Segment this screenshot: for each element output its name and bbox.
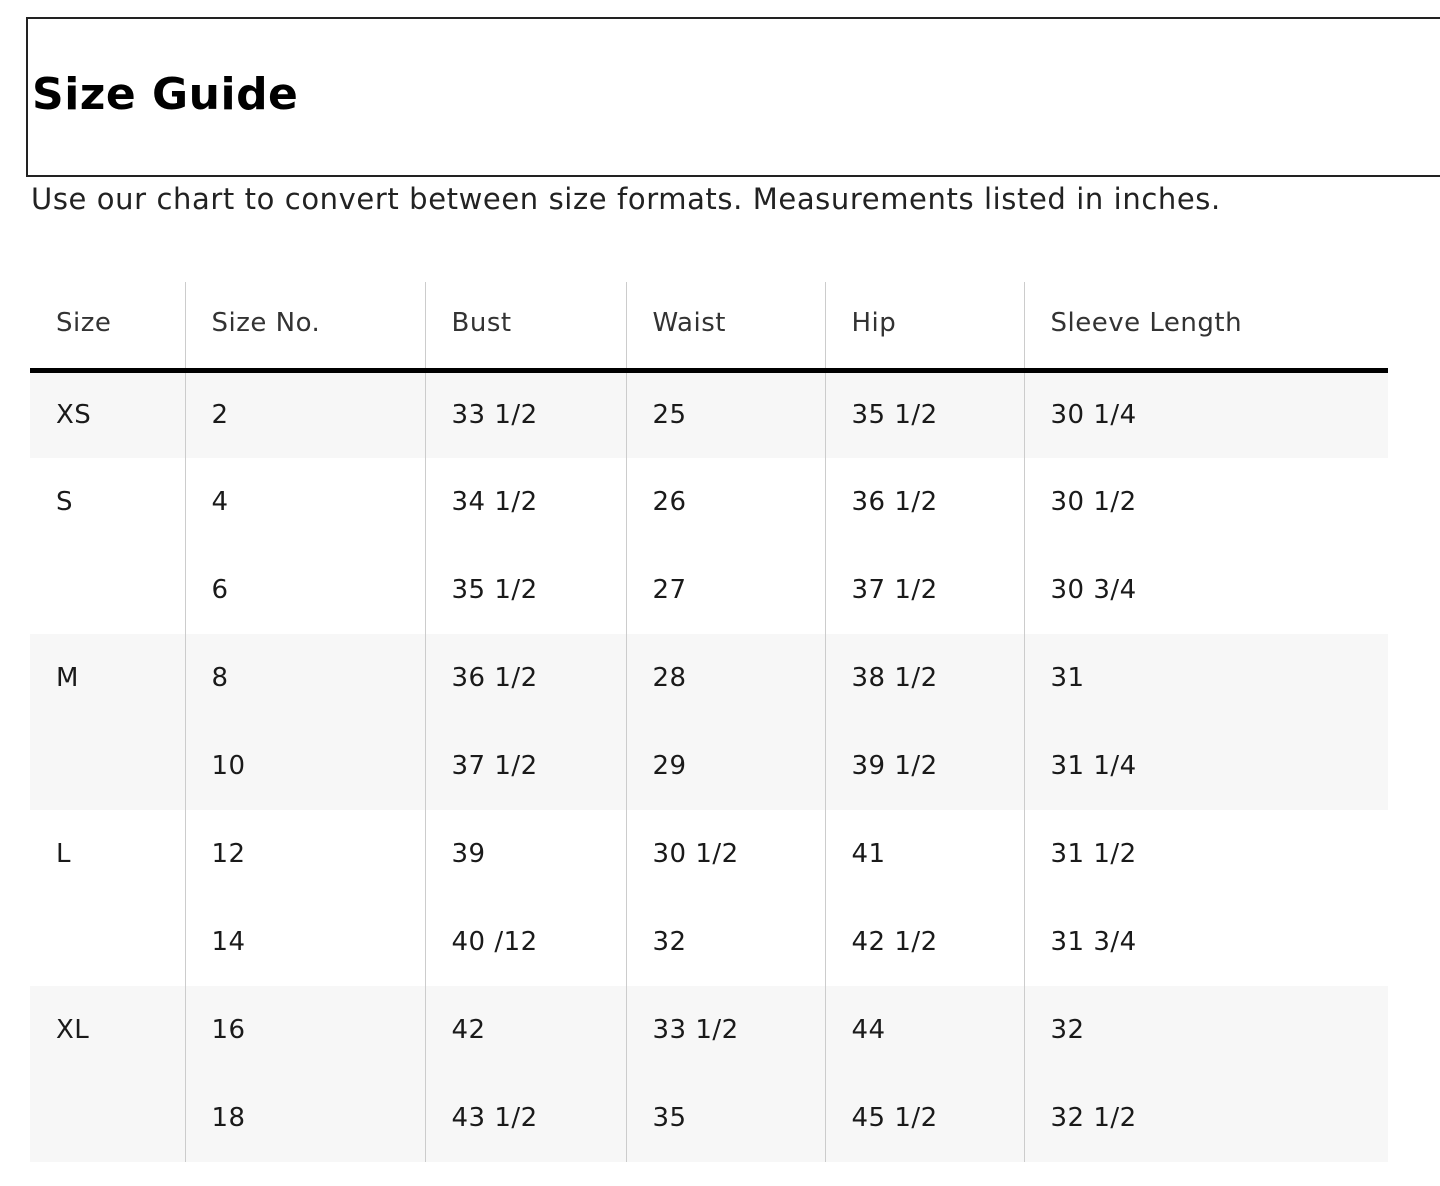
cell-sleeve-length: 30 1/2 (1023, 458, 1388, 546)
column-header-bust: Bust (424, 282, 626, 373)
cell-sleeve-length: 31 (1023, 634, 1388, 722)
cell-size-no: 4 (184, 458, 425, 546)
cell-sleeve-length: 31 1/2 (1023, 810, 1388, 898)
table-row: S 4 34 1/2 26 36 1/2 30 1/2 (30, 458, 1388, 546)
table-row: XS 2 33 1/2 25 35 1/2 30 1/4 (30, 370, 1388, 458)
cell-waist: 30 1/2 (625, 810, 825, 898)
cell-size-no: 16 (184, 986, 425, 1074)
cell-bust: 42 (424, 986, 626, 1074)
column-header-waist: Waist (625, 282, 825, 373)
cell-hip: 36 1/2 (824, 458, 1024, 546)
cell-size-no: 8 (184, 634, 425, 722)
cell-sleeve-length: 32 1/2 (1023, 1074, 1388, 1162)
cell-waist: 32 (625, 898, 825, 986)
table-row: 14 40 /12 32 42 1/2 31 3/4 (30, 898, 1388, 986)
cell-bust: 40 /12 (424, 898, 626, 986)
cell-hip: 38 1/2 (824, 634, 1024, 722)
cell-waist: 33 1/2 (625, 986, 825, 1074)
cell-size: XS (30, 370, 185, 458)
table-row: M 8 36 1/2 28 38 1/2 31 (30, 634, 1388, 722)
cell-sleeve-length: 32 (1023, 986, 1388, 1074)
cell-waist: 25 (625, 370, 825, 458)
size-chart-table: Size Size No. Bust Waist Hip Sleeve Length XS… (30, 282, 1388, 1162)
cell-size (30, 1074, 185, 1162)
cell-bust: 36 1/2 (424, 634, 626, 722)
cell-waist: 28 (625, 634, 825, 722)
column-header-hip: Hip (824, 282, 1024, 373)
cell-hip: 45 1/2 (824, 1074, 1024, 1162)
cell-size-no: 2 (184, 370, 425, 458)
cell-hip: 35 1/2 (824, 370, 1024, 458)
cell-hip: 42 1/2 (824, 898, 1024, 986)
cell-size (30, 898, 185, 986)
cell-size: L (56, 839, 71, 869)
title-box: Size Guide (26, 17, 1440, 177)
table-row: 18 43 1/2 35 45 1/2 32 1/2 (30, 1074, 1388, 1162)
cell-size-no: 10 (184, 722, 425, 810)
cell-size (30, 722, 185, 810)
cell-size-no: 12 (184, 810, 425, 898)
cell-sleeve-length: 30 1/4 (1023, 370, 1388, 458)
cell-bust: 35 1/2 (424, 546, 626, 634)
cell-waist: 27 (625, 546, 825, 634)
cell-size-no: 18 (184, 1074, 425, 1162)
header-row: Size Size No. Bust Waist Hip Sleeve Length (30, 282, 1388, 373)
cell-bust: 37 1/2 (424, 722, 626, 810)
cell-sleeve-length: 30 3/4 (1023, 546, 1388, 634)
cell-size-no: 14 (184, 898, 425, 986)
cell-waist: 35 (625, 1074, 825, 1162)
cell-size: S (56, 487, 74, 517)
cell-waist: 29 (625, 722, 825, 810)
table-row: 10 37 1/2 29 39 1/2 31 1/4 (30, 722, 1388, 810)
cell-bust: 33 1/2 (424, 370, 626, 458)
cell-hip: 44 (824, 986, 1024, 1074)
table-row: XL 16 42 33 1/2 44 32 (30, 986, 1388, 1074)
cell-size: XL (30, 986, 185, 1074)
cell-size: M (30, 634, 185, 722)
column-header-size: Size (30, 282, 185, 373)
cell-sleeve-length: 31 1/4 (1023, 722, 1388, 810)
cell-bust: 34 1/2 (424, 458, 626, 546)
cell-sleeve-length: 31 3/4 (1023, 898, 1388, 986)
column-header-size-no: Size No. (184, 282, 425, 373)
cell-bust: 43 1/2 (424, 1074, 626, 1162)
subtitle: Use our chart to convert between size fo… (31, 182, 1221, 216)
page-title: Size Guide (32, 69, 299, 120)
cell-waist: 26 (625, 458, 825, 546)
table-row: 6 35 1/2 27 37 1/2 30 3/4 (30, 546, 1388, 634)
cell-hip: 41 (824, 810, 1024, 898)
cell-size-no: 6 (184, 546, 425, 634)
cell-bust: 39 (424, 810, 626, 898)
column-header-sleeve-length: Sleeve Length (1023, 282, 1388, 373)
cell-size (30, 546, 185, 634)
table-row: L 12 39 30 1/2 41 31 1/2 (30, 810, 1388, 898)
cell-hip: 37 1/2 (824, 546, 1024, 634)
cell-hip: 39 1/2 (824, 722, 1024, 810)
